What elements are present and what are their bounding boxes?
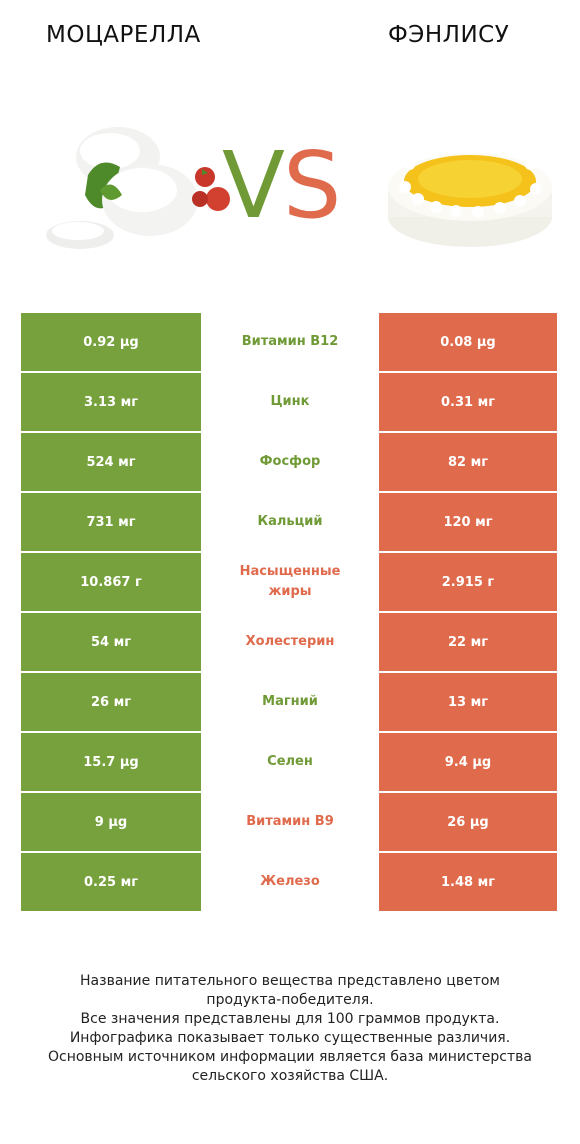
vs-v: V [222,132,285,239]
footer-note: Название питательного вещества представл… [20,972,560,1086]
table-row: 26 мг Магний 13 мг [21,673,557,733]
left-value: 0.92 µg [21,313,201,371]
left-value: 10.867 г [21,553,201,611]
left-value: 54 мг [21,613,201,671]
hero-illustration [46,127,552,249]
nutrient-name: Фосфор [201,433,379,491]
table-row: 3.13 мг Цинк 0.31 мг [21,373,557,433]
nutrient-name: Витамин B9 [201,793,379,851]
table-row: 15.7 µg Селен 9.4 µg [21,733,557,793]
nutrient-name: Цинк [201,373,379,431]
table-row: 10.867 г Насыщенные жиры 2.915 г [21,553,557,613]
nutrient-name: Насыщенные жиры [201,553,379,611]
right-value: 120 мг [379,493,557,551]
footer-line: продукта-победителя. [206,992,374,1008]
product-left-title: МОЦАРЕЛЛА [46,22,201,48]
footer-line: Название питательного вещества представл… [80,973,500,989]
nutrient-name: Железо [201,853,379,911]
cake-image [388,144,552,247]
table-row: 731 мг Кальций 120 мг [21,493,557,553]
left-value: 0.25 мг [21,853,201,911]
footer-line: Все значения представлены для 100 граммо… [80,1011,500,1027]
vs-label: VS [222,136,341,236]
left-value: 26 мг [21,673,201,731]
left-value: 9 µg [21,793,201,851]
right-value: 22 мг [379,613,557,671]
vs-s: S [282,132,341,239]
footer-line: Основным источником информации является … [48,1049,532,1065]
left-value: 3.13 мг [21,373,201,431]
nutrient-name: Магний [201,673,379,731]
right-value: 1.48 мг [379,853,557,911]
right-value: 0.31 мг [379,373,557,431]
nutrient-name: Холестерин [201,613,379,671]
right-value: 2.915 г [379,553,557,611]
table-row: 9 µg Витамин B9 26 µg [21,793,557,853]
mozzarella-image [46,127,230,249]
comparison-table: 0.92 µg Витамин B12 0.08 µg 3.13 мг Цинк… [21,313,557,913]
table-row: 0.25 мг Железо 1.48 мг [21,853,557,913]
right-value: 9.4 µg [379,733,557,791]
nutrient-name: Витамин B12 [201,313,379,371]
right-value: 82 мг [379,433,557,491]
left-value: 15.7 µg [21,733,201,791]
right-value: 13 мг [379,673,557,731]
product-right-title: ФЭНЛИСУ [388,22,510,48]
table-row: 524 мг Фосфор 82 мг [21,433,557,493]
left-value: 524 мг [21,433,201,491]
table-row: 0.92 µg Витамин B12 0.08 µg [21,313,557,373]
right-value: 26 µg [379,793,557,851]
left-value: 731 мг [21,493,201,551]
nutrient-name: Селен [201,733,379,791]
right-value: 0.08 µg [379,313,557,371]
footer-line: Инфографика показывает только существенн… [69,1030,511,1046]
nutrient-name: Кальций [201,493,379,551]
table-row: 54 мг Холестерин 22 мг [21,613,557,673]
footer-line: сельского хозяйства США. [191,1068,389,1084]
